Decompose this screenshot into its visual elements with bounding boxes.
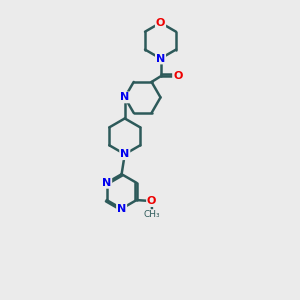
Text: O: O bbox=[147, 196, 156, 206]
Text: N: N bbox=[117, 204, 126, 214]
Text: N: N bbox=[102, 178, 111, 188]
Text: N: N bbox=[120, 149, 129, 159]
Text: O: O bbox=[156, 18, 165, 28]
Text: N: N bbox=[120, 92, 129, 102]
Text: N: N bbox=[156, 53, 165, 64]
Text: CH₃: CH₃ bbox=[144, 210, 160, 219]
Text: O: O bbox=[173, 71, 182, 81]
